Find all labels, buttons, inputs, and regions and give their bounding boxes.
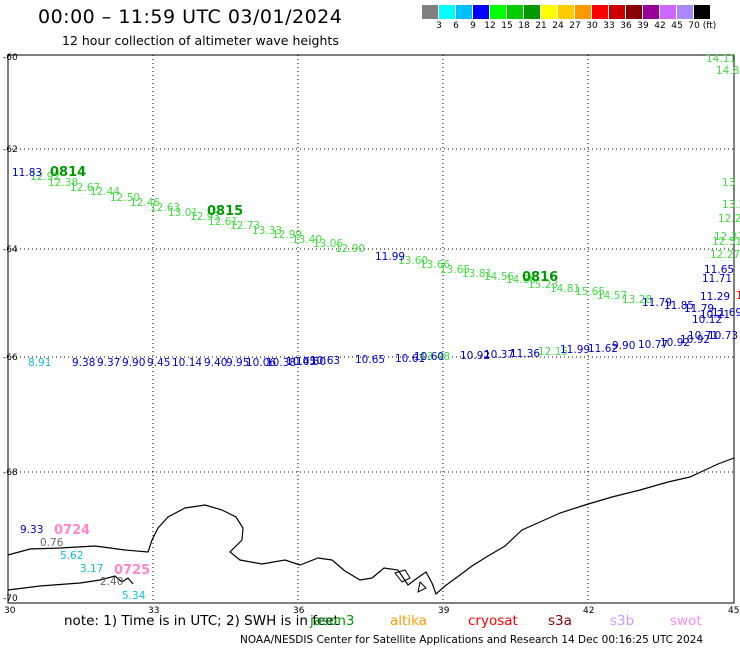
swh-label: 0.76 [40,537,64,549]
legend-swatch [524,5,541,19]
swh-label: 9.90 [122,357,145,369]
legend-swatch [609,5,626,19]
legend-swatch [558,5,575,19]
swh-label: 10.77 [638,339,668,351]
page-subtitle: 12 hour collection of altimeter wave hei… [62,33,339,48]
legend-label: 27 [569,21,580,31]
swh-label: 11.83 [12,167,42,179]
satellite-name-altika: altika [390,613,427,629]
legend-label: 21 [535,21,546,31]
swh-label: 10.06 [246,357,276,369]
legend-label: 33 [603,21,614,31]
swh-label: 11.71 [702,273,732,285]
swh-label: 9.37 [97,357,120,369]
y-tick-64: -64 [3,245,18,255]
legend-swatch [694,5,711,19]
swh-label: 11.36 [510,348,540,360]
swh-label: 10.14 [172,357,202,369]
legend-label: 24 [552,21,563,31]
swh-label: 9.38 [72,357,95,369]
legend-label: 39 [637,21,648,31]
swh-label: 12.51 [712,236,740,248]
satellite-name-jason3: jason3 [310,613,354,629]
swh-label: 9.40 [204,357,227,369]
swh-label: 10.92 [460,350,490,362]
legend-label: 18 [518,21,529,31]
legend-swatch [490,5,507,19]
y-tick-66: -66 [3,353,18,363]
legend-swatch [439,5,456,19]
legend-label: 70 (ft) [688,21,716,31]
pass-id-label: 0815 [207,204,243,219]
legend-swatch [626,5,643,19]
wave-height-map: -60 -62 -64 -66 -68 -70 30 33 36 39 42 4… [0,0,740,650]
swh-label: 12.90 [335,243,365,255]
legend-swatch [473,5,490,19]
legend-swatch [660,5,677,19]
legend-swatch [541,5,558,19]
satellite-name-s3a: s3a [548,613,572,629]
swh-label: 14.8 [716,65,739,77]
legend-swatch [677,5,694,19]
swh-label: 11.62 [588,343,618,355]
swh-label: 10.65 [355,354,385,366]
y-tick-62: -62 [3,145,18,155]
swh-label: 12.27 [710,249,740,261]
map-frame [8,55,734,603]
legend-label: 36 [620,21,631,31]
swh-label: 11.99 [375,251,405,263]
swh-label: 13 [722,177,735,189]
swh-label: 9.33 [20,524,43,536]
legend-swatch [507,5,524,19]
swh-label: 13.2 [722,199,740,211]
page-title: 00:00 – 11:59 UTC 03/01/2024 [38,6,342,28]
satellite-name-cryosat: cryosat [468,613,518,629]
y-tick-70: -70 [3,594,18,604]
swh-label: 3.17 [80,563,103,575]
footer-credit: NOAA/NESDIS Center for Satellite Applica… [240,634,703,646]
legend-swatch [456,5,473,19]
graticule [8,55,734,603]
swh-label: 9.95 [226,357,249,369]
swh-label: 10.61 [395,353,425,365]
color-legend [422,5,711,19]
x-tick-30: 30 [4,606,16,616]
legend-swatch [643,5,660,19]
swh-label: 8.91 [28,357,51,369]
swh-label: 5.62 [60,550,83,562]
x-tick-45: 45 [728,606,739,616]
swh-label: 1 [736,290,740,302]
swh-label: 12.2 [718,213,740,225]
y-tick-68: -68 [3,468,18,478]
swh-label: 14.11 [706,53,736,65]
satellite-name-s3b: s3b [610,613,634,629]
x-tick-42: 42 [583,606,594,616]
swh-label: 10.21 [700,309,730,321]
legend-label: 6 [453,21,459,31]
swh-label: 10.73 [708,330,738,342]
x-tick-39: 39 [438,606,450,616]
legend-swatch [575,5,592,19]
swh-label: 11.99 [560,344,590,356]
swh-label: 11.29 [700,291,730,303]
pass-id-label: 0814 [50,165,86,180]
legend-label: 3 [436,21,442,31]
swh-label: 5.34 [122,590,146,602]
legend-label: 15 [501,21,512,31]
legend-swatch [422,5,439,19]
legend-label: 45 [671,21,682,31]
pass-id-label: 0816 [522,270,558,285]
legend-swatch [592,5,609,19]
legend-label: 30 [586,21,597,31]
swh-label: 9.45 [147,357,170,369]
note-text: note: 1) Time is in UTC; 2) SWH is in fe… [64,613,339,629]
y-tick-60: -60 [3,53,18,63]
satellite-name-swot: swot [670,613,702,629]
pass-id-label: 0724 [54,523,90,538]
legend-label: 12 [484,21,495,31]
legend-label: 9 [470,21,476,31]
legend-label: 42 [654,21,665,31]
pass-id-label: 0725 [114,563,150,578]
